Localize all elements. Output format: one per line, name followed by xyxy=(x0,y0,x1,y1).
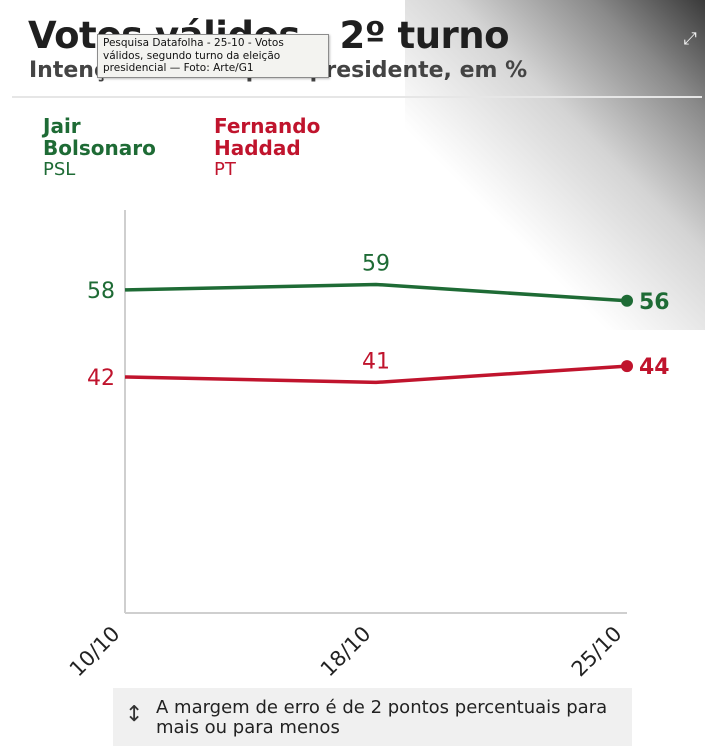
legend-party-haddad: PT xyxy=(214,159,236,180)
legend-name-haddad: Fernando Haddad xyxy=(214,114,321,160)
data-label-s0-2: 56 xyxy=(639,290,670,315)
series-line-0 xyxy=(124,282,628,303)
x-tick-label-2: 25/10 xyxy=(567,622,627,682)
legend-entry-haddad: Fernando Haddad PT xyxy=(214,115,364,181)
data-label-s1-0: 42 xyxy=(87,366,115,391)
up-down-arrow-icon: ↕ xyxy=(125,702,144,727)
data-label-s0-0: 58 xyxy=(87,279,115,304)
data-label-s0-1: 59 xyxy=(362,251,390,276)
series-end-point-0 xyxy=(621,294,633,307)
data-label-s1-2: 44 xyxy=(639,355,670,380)
series-end-point-1 xyxy=(621,360,633,373)
margin-note: ↕ A margem de erro é de 2 pontos percent… xyxy=(113,688,632,746)
series-line-1 xyxy=(124,364,628,385)
margin-note-text: A margem de erro é de 2 pontos percentua… xyxy=(156,697,608,738)
x-tick-label-0: 10/10 xyxy=(65,622,125,682)
expand-icon[interactable]: ⤢ xyxy=(683,29,697,49)
legend-party-bolsonaro: PSL xyxy=(43,159,76,180)
image-tooltip: Pesquisa Datafolha - 25-10 - Votos válid… xyxy=(97,34,329,78)
line-chart: 10/10 18/10 25/10 58 59 56 42 41 44 xyxy=(65,210,670,682)
x-tick-label-1: 18/10 xyxy=(316,622,376,682)
header-divider xyxy=(12,96,702,98)
legend-name-bolsonaro: Jair Bolsonaro xyxy=(43,114,156,160)
data-label-s1-1: 41 xyxy=(362,349,390,374)
legend-entry-bolsonaro: Jair Bolsonaro PSL xyxy=(43,115,193,181)
